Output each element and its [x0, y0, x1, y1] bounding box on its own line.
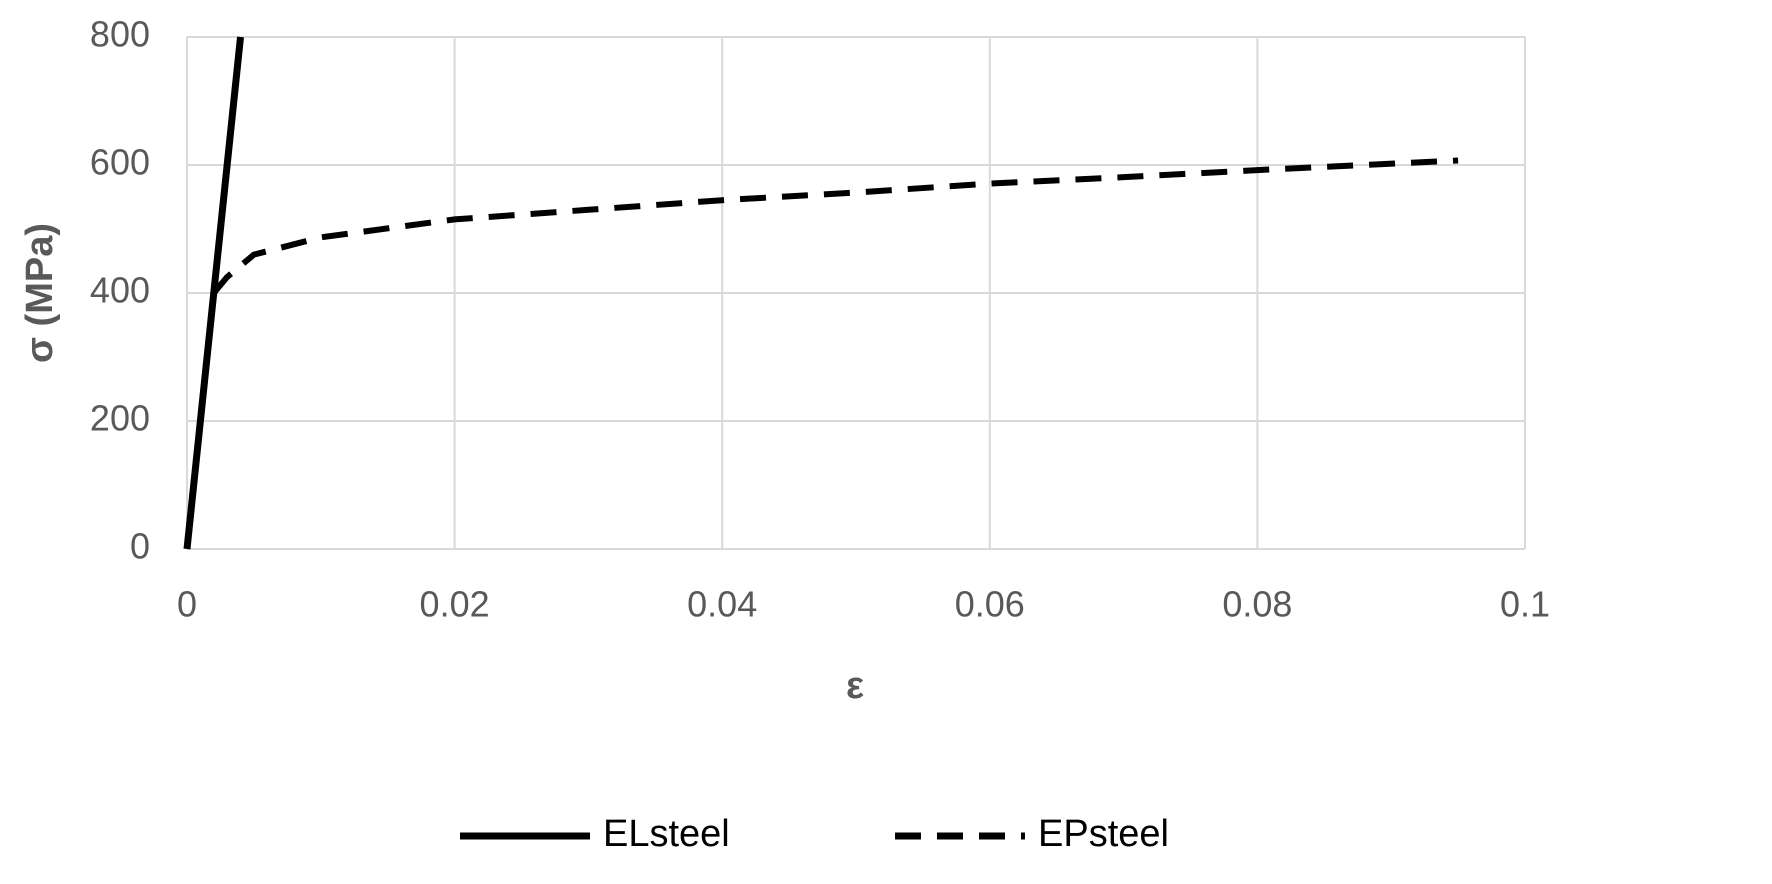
- x-tick-label: 0.02: [420, 584, 490, 625]
- data-line: [211, 157, 1459, 295]
- legend-label: ELsteel: [603, 813, 730, 855]
- legend-label: EPsteel: [1038, 813, 1169, 855]
- x-tick-label: 0.1: [1500, 584, 1550, 625]
- y-tick-label: 600: [90, 142, 150, 183]
- x-tick-label: 0: [177, 584, 197, 625]
- y-tick-label: 200: [90, 398, 150, 439]
- y-tick-label: 400: [90, 270, 150, 311]
- x-tick-label: 0.08: [1222, 584, 1292, 625]
- y-axis-title: σ (MPa): [19, 223, 61, 363]
- x-tick-label: 0.04: [687, 584, 757, 625]
- y-tick-label: 800: [90, 14, 150, 55]
- x-axis-title: ε: [846, 665, 864, 707]
- x-tick-label: 0.06: [955, 584, 1025, 625]
- y-tick-label: 0: [130, 526, 150, 567]
